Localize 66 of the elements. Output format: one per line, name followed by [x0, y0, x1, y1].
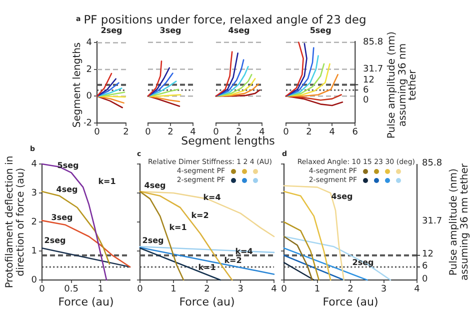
annotation: k=2 — [191, 211, 209, 220]
x-tick-label: 0 — [94, 128, 100, 138]
chart-subtitle: 2seg — [100, 26, 122, 36]
chart-subtitle: 5seg — [310, 26, 332, 35]
x-tick-label: 0 — [39, 284, 46, 295]
text: 0 — [422, 274, 428, 284]
x-tick-label: 1 — [98, 284, 104, 295]
annotation: k=1 — [169, 223, 187, 232]
annotation: k=1 — [98, 177, 116, 186]
x-tick-label: 2 — [168, 128, 174, 138]
x-tick-label: 6 — [352, 128, 358, 138]
text: 31.7 — [363, 64, 384, 74]
y2-axis-title: Pulse amplitude (nm) assuming 36 nm tether — [386, 30, 419, 141]
y-tick-label: 0 — [86, 92, 92, 102]
x-tick-label: 4 — [271, 284, 278, 295]
x-tick-label: 0 — [137, 284, 144, 295]
y-axis-title: Protofilament deflection in direction of force (au) — [4, 154, 26, 290]
text: 31.7 — [422, 216, 442, 226]
chart-subtitle: 4seg — [228, 26, 250, 35]
y-tick-label: 2 — [86, 64, 92, 75]
x-tick-label: 3 — [380, 284, 387, 295]
y-tick-label: 0 — [31, 275, 38, 286]
x-tick-label: 4 — [329, 128, 336, 138]
annotation: 2seg — [352, 258, 374, 267]
text: 12 — [363, 76, 374, 86]
annotation: 2seg — [142, 236, 164, 245]
text: PF positions under force, relaxed angle of 23 deg — [84, 12, 366, 26]
annotation: k=4 — [235, 247, 253, 256]
text: 6 — [363, 86, 369, 96]
x-tick-label: 1 — [170, 284, 176, 295]
x-tick-label: 2 — [204, 284, 210, 295]
x-axis-title: Force (au) — [322, 296, 378, 308]
x-tick-label: 3 — [238, 284, 244, 295]
text: 6 — [422, 262, 428, 272]
x-tick-label: 2 — [123, 128, 129, 138]
x-tick-label: 0 — [283, 128, 290, 138]
text: 0 — [363, 96, 369, 106]
x-tick-label: 0 — [145, 128, 152, 138]
annotation: k=4 — [203, 193, 221, 202]
y-tick-label: 3 — [31, 188, 37, 198]
series-label: 4seg — [56, 185, 78, 194]
y2-axis-title: Pulse amplitude (nm) assuming 36 nm tether — [448, 162, 470, 283]
text: 85.8 — [363, 38, 384, 48]
y-axis-title: Segment lengths — [72, 41, 84, 130]
x-tick-label: 4 — [414, 284, 420, 295]
text: 85.8 — [422, 158, 442, 168]
chart-subtitle: 3seg — [160, 26, 182, 35]
series-label: 2seg — [44, 236, 66, 245]
y-tick-label: 1 — [31, 246, 37, 256]
series-label: 5seg — [57, 161, 79, 170]
x-tick-label: 0.5 — [64, 284, 78, 295]
x-axis-title: Force (au) — [179, 296, 235, 308]
annotation: 4seg — [331, 192, 353, 201]
x-tick-label: 0 — [281, 284, 288, 295]
series-label: 3seg — [51, 213, 73, 222]
text: 12 — [422, 250, 434, 260]
x-tick-label: 1 — [314, 284, 320, 295]
y-tick-label: 4 — [86, 38, 92, 48]
annotation: k=2 — [224, 256, 242, 265]
x-tick-label: 2 — [348, 284, 354, 295]
y-tick-label: 2 — [31, 217, 37, 228]
annotation: 4seg — [144, 181, 166, 190]
x-axis-title: Force (au) — [58, 296, 114, 308]
y-tick-label: 4 — [31, 159, 38, 170]
x-tick-label: 2 — [306, 128, 312, 138]
annotation: k=1 — [198, 263, 216, 272]
